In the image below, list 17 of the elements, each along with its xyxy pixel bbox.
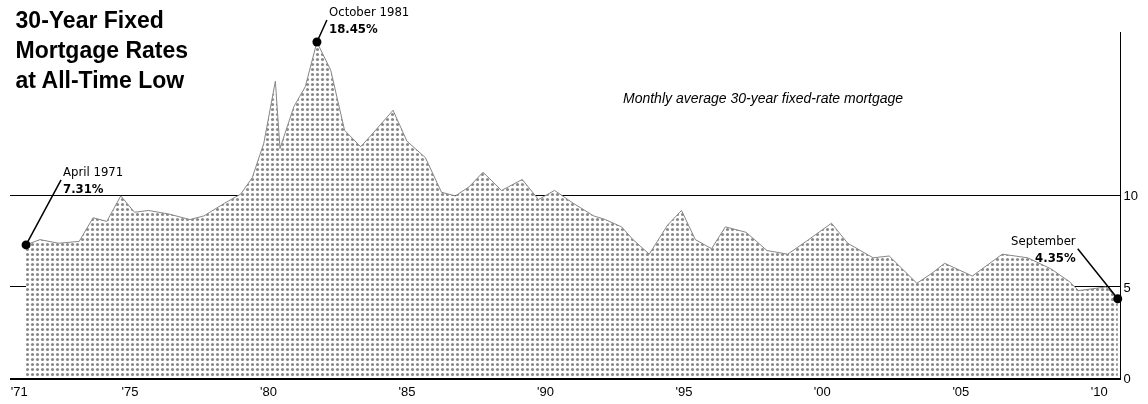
y-tick-label: 10 xyxy=(1123,188,1139,204)
x-tick-label: '10 xyxy=(1090,383,1108,399)
annotation: April 1971 7.31% xyxy=(63,164,124,196)
x-tick-label: '85 xyxy=(398,383,416,399)
x-tick-label: '95 xyxy=(675,383,693,399)
x-tick-label: '75 xyxy=(121,383,139,399)
x-tick-label: '00 xyxy=(813,383,831,399)
x-tick-label: '05 xyxy=(952,383,970,399)
y-tick-label: 0 xyxy=(1123,370,1131,386)
y-tick-label: 5 xyxy=(1123,279,1131,295)
annotation: October 1981 18.45% xyxy=(329,4,410,36)
x-tick-label: '71 xyxy=(10,383,28,399)
x-tick-label: '80 xyxy=(259,383,277,399)
annotation: Monthly average 30-year fixed-rate mortgage xyxy=(623,90,904,106)
x-tick-label: '90 xyxy=(536,383,554,399)
chart-title: 30-Year Fixed Mortgage Rates at All-Time Low xyxy=(15,7,189,94)
annotation: September 4.35% xyxy=(1011,233,1076,265)
